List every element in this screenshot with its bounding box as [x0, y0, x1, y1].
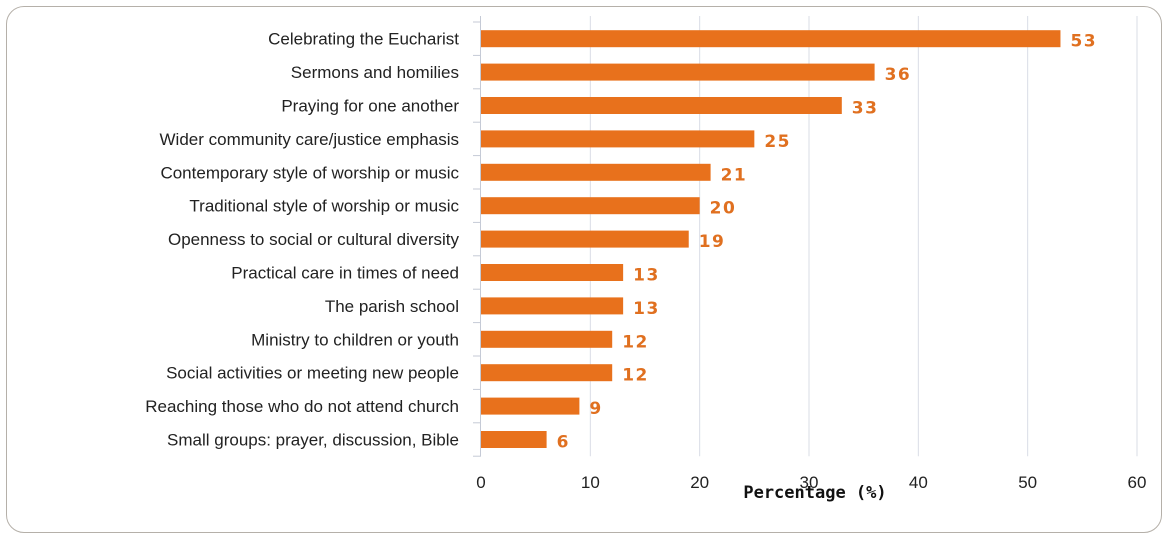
data-label: 19 — [699, 232, 726, 252]
category-label: Practical care in times of need — [231, 264, 459, 283]
data-label: 21 — [721, 165, 748, 185]
category-label: The parish school — [325, 297, 459, 316]
data-label: 33 — [852, 99, 879, 119]
x-tick-label: 30 — [800, 473, 819, 492]
category-label: Praying for one another — [281, 97, 459, 116]
x-tick-label: 10 — [581, 473, 600, 492]
x-tick-labels: 0 10 20 30 40 50 60 — [476, 473, 1146, 492]
category-label: Social activities or meeting new people — [166, 364, 459, 383]
category-label: Traditional style of worship or music — [189, 197, 459, 216]
data-label: 6 — [557, 433, 570, 453]
x-tick-label: 50 — [1018, 473, 1037, 492]
data-label: 36 — [885, 65, 912, 85]
bar — [481, 297, 624, 315]
data-label: 53 — [1070, 32, 1097, 52]
data-label: 12 — [622, 366, 649, 386]
bar — [481, 97, 842, 114]
x-axis-label: Percentage (%) — [743, 483, 886, 503]
gridlines — [473, 16, 1138, 457]
value-labels: 53 36 33 25 21 20 19 13 13 12 12 96 — [557, 32, 1097, 453]
bar — [481, 30, 1061, 48]
category-label: Ministry to children or youth — [251, 330, 459, 349]
category-label: Reaching those who do not attend church — [145, 397, 459, 416]
x-tick-label: 0 — [476, 473, 485, 492]
category-label: Sermons and homilies — [291, 63, 459, 82]
data-label: 9 — [589, 399, 602, 419]
x-tick-label: 60 — [1128, 473, 1147, 492]
bar — [481, 330, 613, 348]
data-label: 13 — [633, 266, 660, 286]
bars — [481, 30, 1061, 448]
bar — [481, 264, 624, 281]
category-label: Wider community care/justice emphasis — [160, 130, 459, 149]
bar — [481, 63, 875, 81]
data-label: 13 — [633, 299, 660, 319]
category-label: Small groups: prayer, discussion, Bible — [167, 431, 459, 450]
x-tick-label: 40 — [909, 473, 928, 492]
category-label: Celebrating the Eucharist — [268, 30, 459, 49]
bar — [481, 130, 755, 148]
category-labels: Celebrating the Eucharist Sermons and hom… — [145, 30, 459, 450]
x-tick-label: 20 — [690, 473, 709, 492]
data-label: 12 — [622, 332, 649, 352]
bar — [481, 431, 547, 448]
category-label: Openness to social or cultural diversity — [168, 230, 460, 249]
bar — [481, 364, 613, 382]
data-label: 25 — [764, 132, 791, 152]
bar — [481, 230, 689, 248]
category-label: Contemporary style of worship or music — [160, 163, 459, 182]
bar — [481, 397, 580, 415]
bar — [481, 163, 711, 181]
bar — [481, 197, 700, 215]
data-label: 20 — [710, 199, 737, 219]
